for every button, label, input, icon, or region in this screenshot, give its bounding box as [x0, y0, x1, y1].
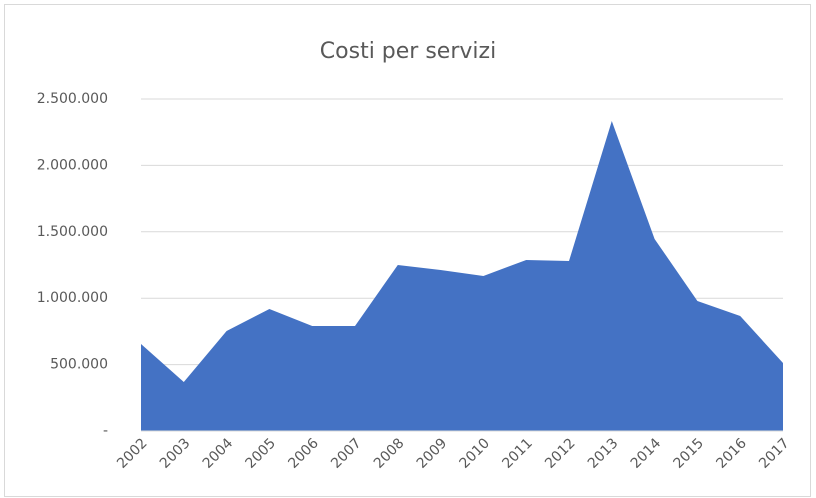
y-tick-label: 500.000	[50, 357, 108, 373]
y-tick-label: 2.500.000	[37, 91, 108, 107]
y-tick-label: 1.000.000	[37, 290, 108, 306]
y-tick-label: 2.000.000	[37, 157, 108, 173]
chart-title: Costi per servizi	[320, 39, 496, 64]
y-tick-label: 1.500.000	[37, 224, 108, 240]
area	[141, 121, 783, 431]
y-tick-label: -	[103, 423, 108, 439]
